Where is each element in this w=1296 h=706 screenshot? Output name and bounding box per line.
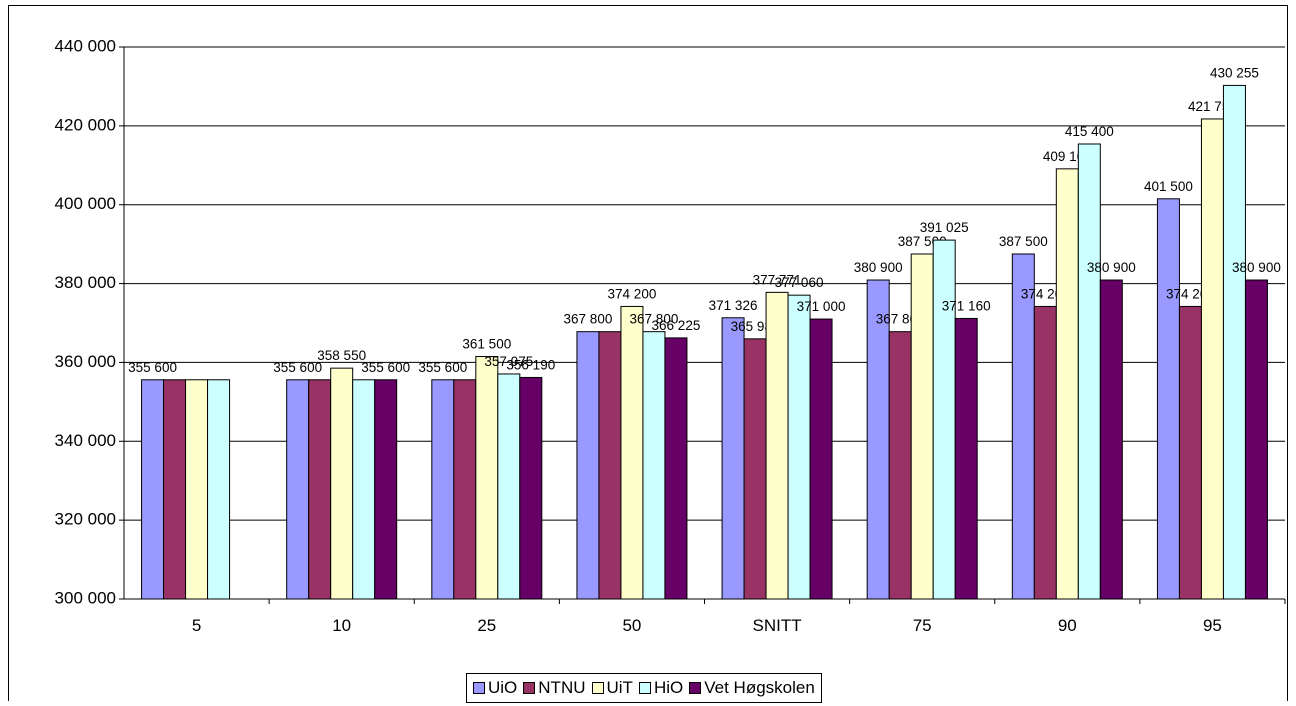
y-tick-label: 300 000 [55,588,116,607]
y-tick-label: 420 000 [55,115,116,134]
x-tick-label: 10 [332,616,351,635]
bar-uit [475,356,499,600]
data-label: 377 060 [775,275,824,290]
bar-vet-høgskolen [1244,279,1268,600]
data-label: 391 025 [920,220,969,235]
y-tick-label: 340 000 [55,431,116,450]
data-label: 357 075 [484,354,533,369]
bar-hio [787,294,811,600]
bar-ntnu [1033,305,1057,600]
bar-uit [910,253,934,600]
bar-uio [721,317,745,600]
data-label: 401 500 [1144,179,1193,194]
bar-uit [765,291,789,600]
data-label: 380 900 [1232,260,1281,275]
bar-ntnu [453,379,477,600]
legend-swatch [523,682,536,694]
x-tick-label: 5 [192,616,201,635]
bar-ntnu [1178,305,1202,600]
y-tick-label: 440 000 [55,36,116,55]
data-label: 355 600 [361,360,410,375]
x-tick-label: SNITT [753,616,802,635]
bar-ntnu [743,338,767,600]
bar-uit [620,305,644,600]
bar-hio [1077,143,1101,600]
y-tick-label: 360 000 [55,352,116,371]
bar-uio [141,379,165,600]
bar-hio [352,379,376,600]
bar-vet-høgskolen [809,318,833,600]
data-label: 380 900 [854,260,903,275]
bar-uio [576,331,600,600]
legend: UiO NTNU UiT HiO Vet Høgskolen [466,673,822,703]
legend-swatch [638,682,651,694]
bar-uio [866,279,890,600]
x-tick-label: 25 [477,616,496,635]
legend-swatch [689,682,702,694]
bar-uit [1200,118,1224,600]
y-tick-label: 320 000 [55,510,116,529]
bar-uio [431,379,455,600]
bar-vet-høgskolen [519,376,543,600]
legend-item: HiO [638,678,684,698]
data-label: 355 600 [418,360,467,375]
legend-item: Vet Høgskolen [689,678,815,698]
data-label: 380 900 [1087,260,1136,275]
legend-label: Vet Høgskolen [704,678,815,697]
legend-item: UiT [591,678,633,698]
y-tick-label: 380 000 [55,273,116,292]
data-label: 377 771 [753,272,802,287]
data-label: 361 500 [462,337,511,352]
legend-label: NTNU [538,678,586,697]
data-label: 415 400 [1065,124,1114,139]
bar-ntnu [308,379,332,600]
data-label: 367 800 [630,312,679,327]
bar-uio [1011,253,1035,600]
bar-hio [932,239,956,600]
bar-uit [185,379,209,600]
legend-label: UiO [488,678,518,697]
data-label: 366 225 [652,318,701,333]
x-tick-label: 50 [622,616,641,635]
data-label: 358 550 [317,348,366,363]
x-tick-label: 95 [1203,616,1222,635]
bar-hio [207,379,231,600]
bar-hio [1222,84,1246,600]
data-label: 371 326 [709,298,758,313]
legend-item: UiO [473,678,517,698]
legend-item: NTNU [523,678,586,698]
data-label: 355 600 [128,360,177,375]
data-label: 387 500 [999,234,1048,249]
data-label: 356 190 [506,357,555,372]
bar-vet-høgskolen [954,317,978,600]
legend-label: HiO [653,678,684,697]
bar-ntnu [598,331,622,600]
y-tick-label: 400 000 [55,194,116,213]
bar-ntnu [888,331,912,600]
bar-hio [642,331,666,600]
data-label: 371 160 [942,298,991,313]
bar-uit [330,367,354,600]
x-tick-label: 90 [1058,616,1077,635]
data-label: 371 000 [797,299,846,314]
data-label: 367 800 [564,312,613,327]
bar-hio [497,373,521,600]
bar-uio [1156,198,1180,600]
chart-frame [8,5,1288,701]
bar-ntnu [163,379,187,600]
data-label: 374 200 [608,286,657,301]
bar-uio [286,379,310,600]
legend-label: UiT [606,678,633,697]
x-tick-label: 75 [913,616,932,635]
data-label: 355 600 [273,360,322,375]
bar-vet-høgskolen [664,337,688,600]
legend-swatch [591,682,604,694]
data-label: 430 255 [1210,65,1259,80]
bar-vet-høgskolen [374,379,398,600]
bar-vet-høgskolen [1099,279,1123,600]
legend-swatch [473,682,485,694]
bar-uit [1055,168,1079,600]
